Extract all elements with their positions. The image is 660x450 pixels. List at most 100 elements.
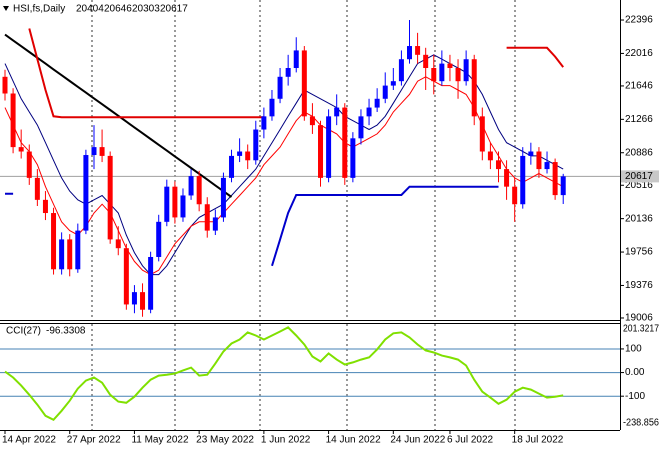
candle-body bbox=[148, 256, 154, 310]
candle-body bbox=[439, 63, 445, 82]
candle-body bbox=[18, 147, 24, 152]
x-tick-label: 18 Jul 2022 bbox=[512, 435, 564, 446]
candle-body bbox=[131, 292, 137, 305]
candle-body bbox=[512, 186, 518, 205]
candle-body bbox=[229, 155, 235, 178]
cci-max-label: 201.3217 bbox=[623, 324, 659, 335]
candle-body bbox=[301, 50, 307, 117]
candle-body bbox=[99, 147, 105, 156]
y-tick-label: 22396 bbox=[625, 15, 653, 26]
candle-body bbox=[398, 59, 404, 82]
candle-body bbox=[261, 116, 267, 130]
candle-body bbox=[2, 76, 8, 94]
current-price-box bbox=[621, 170, 659, 183]
symbol-icon bbox=[3, 6, 9, 11]
cci-tick-label: 0.00 bbox=[625, 367, 645, 378]
y-tick-label: 21646 bbox=[625, 81, 653, 92]
candle-body bbox=[123, 248, 129, 305]
candle-body bbox=[180, 195, 186, 218]
cci-title: CCI(27) bbox=[6, 326, 41, 337]
candle-body bbox=[358, 116, 364, 139]
cci-value: -96.3308 bbox=[46, 326, 86, 337]
candle-body bbox=[196, 176, 202, 205]
candle-body bbox=[220, 177, 226, 218]
overlay-line bbox=[4, 76, 564, 276]
candle-body bbox=[67, 239, 73, 270]
candle-body bbox=[382, 85, 388, 99]
candle-body bbox=[115, 239, 121, 249]
candle-body bbox=[431, 68, 437, 82]
y-tick-label: 21266 bbox=[625, 114, 653, 125]
candle-body bbox=[552, 162, 558, 196]
candle-body bbox=[366, 107, 372, 117]
candle-body bbox=[318, 125, 324, 178]
candle-body bbox=[455, 68, 461, 82]
cci-line bbox=[4, 326, 564, 422]
candle-body bbox=[91, 147, 97, 156]
candle-body bbox=[536, 151, 542, 170]
overlay-line bbox=[5, 185, 499, 267]
candle-body bbox=[26, 151, 32, 178]
candle-body bbox=[350, 138, 356, 178]
x-tick-label: 11 May 2022 bbox=[131, 435, 189, 446]
candle-body bbox=[407, 46, 412, 60]
ohlc-close: 20617 bbox=[160, 4, 188, 15]
ohlc-open: 20404 bbox=[76, 4, 104, 15]
cci-tick-label: -100 bbox=[625, 391, 645, 402]
candle-body bbox=[140, 292, 146, 310]
candle-body bbox=[164, 186, 170, 222]
candle-body bbox=[463, 59, 469, 82]
candle-body bbox=[423, 54, 429, 69]
cci-tick-label: 100 bbox=[625, 344, 642, 355]
y-tick-label: 20136 bbox=[625, 213, 653, 224]
candle-body bbox=[374, 98, 380, 108]
candle-body bbox=[447, 63, 453, 69]
x-tick-label: 1 Jun 2022 bbox=[261, 435, 311, 446]
candle-body bbox=[293, 50, 299, 69]
y-tick-label: 19006 bbox=[625, 313, 653, 324]
candle-body bbox=[342, 107, 348, 178]
candle-body bbox=[487, 151, 493, 161]
y-tick-label: 19376 bbox=[625, 280, 653, 291]
candle-body bbox=[415, 46, 421, 55]
y-tick-label: 19756 bbox=[625, 247, 653, 258]
candle-body bbox=[107, 155, 113, 240]
candle-body bbox=[479, 116, 485, 152]
candle-body bbox=[59, 239, 65, 270]
candle-body bbox=[528, 151, 534, 156]
candle-body bbox=[156, 221, 162, 257]
candle-body bbox=[212, 217, 218, 231]
candle-body bbox=[204, 204, 210, 231]
candle-body bbox=[10, 93, 16, 148]
y-tick-label: 20516 bbox=[625, 180, 653, 191]
y-tick-label: 22016 bbox=[625, 48, 653, 59]
ohlc-low: 20303 bbox=[132, 4, 160, 15]
candle-body bbox=[560, 176, 566, 196]
overlay-line bbox=[4, 33, 233, 198]
candle-body bbox=[83, 155, 89, 231]
candle-body bbox=[390, 81, 396, 86]
candle-body bbox=[237, 151, 243, 156]
chart-title: HSI,fs,Daily bbox=[13, 4, 65, 15]
candle-body bbox=[471, 59, 477, 117]
candle-body bbox=[520, 155, 526, 205]
candle-body bbox=[172, 186, 178, 218]
candle-body bbox=[277, 76, 283, 99]
x-tick-label: 6 Jul 2022 bbox=[447, 435, 494, 446]
candle-body bbox=[326, 116, 332, 178]
candle-body bbox=[75, 230, 81, 270]
candle-body bbox=[495, 160, 501, 170]
candle-body bbox=[309, 116, 315, 126]
x-tick-label: 14 Jun 2022 bbox=[326, 435, 381, 446]
candle-body bbox=[334, 107, 340, 117]
candle-body bbox=[285, 68, 291, 77]
candle-body bbox=[188, 176, 194, 196]
ohlc-high: 20646 bbox=[104, 4, 132, 15]
candle-body bbox=[504, 169, 510, 187]
candle-body bbox=[245, 151, 251, 161]
overlay-line bbox=[28, 28, 564, 119]
x-tick-label: 24 Jun 2022 bbox=[390, 435, 445, 446]
candle-body bbox=[42, 199, 48, 214]
